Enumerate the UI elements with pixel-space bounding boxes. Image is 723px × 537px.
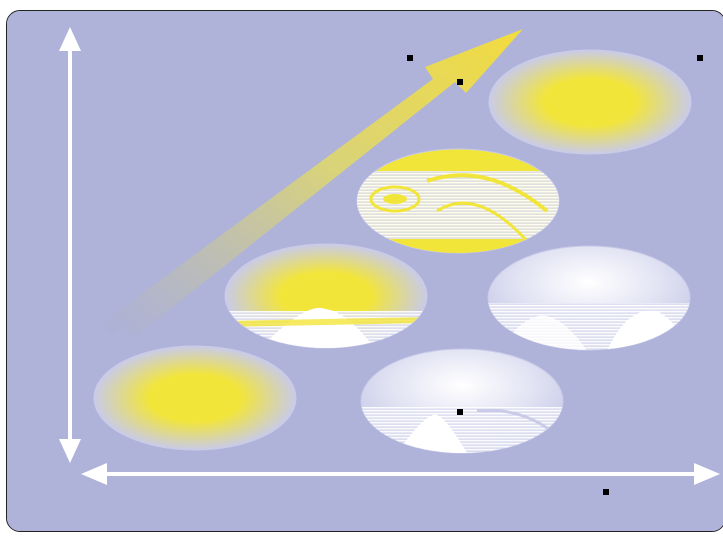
ellipse-middle-right	[487, 245, 691, 351]
trend-arrow	[102, 29, 523, 347]
ellipse-middle-left	[224, 243, 428, 349]
ellipse-bottom-left	[93, 345, 297, 451]
diagram-panel	[6, 10, 723, 532]
selection-handle-4[interactable]	[457, 409, 463, 415]
selection-handle-2[interactable]	[457, 79, 463, 85]
x-axis-arrow	[81, 463, 720, 485]
selection-handle-1[interactable]	[407, 55, 413, 61]
selection-handle-5[interactable]	[603, 489, 609, 495]
ellipse-top-right	[488, 49, 692, 155]
ellipse-bottom-center	[360, 348, 564, 454]
selection-handle-3[interactable]	[697, 55, 703, 61]
diagram-canvas	[7, 11, 723, 531]
ellipse-center	[356, 148, 560, 254]
y-axis-arrow	[59, 27, 81, 463]
